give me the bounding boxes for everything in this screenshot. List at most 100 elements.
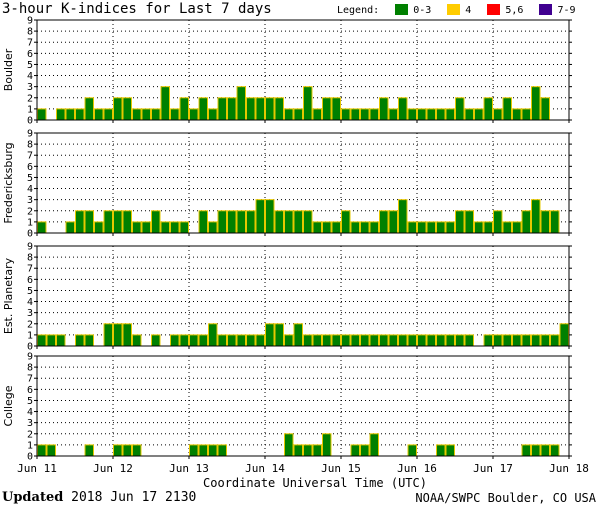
legend-swatch-7-9 [539,4,553,15]
k-bar [113,97,123,121]
k-bar [464,334,474,347]
k-bar [217,444,227,457]
k-bar [94,108,104,121]
k-bar [37,108,47,121]
k-bar [388,210,398,234]
k-bar [445,221,455,234]
k-bar [550,210,560,234]
y-tick-label: 3 [27,195,33,206]
k-bar [132,221,142,234]
k-bar [322,221,332,234]
k-bar [265,97,275,121]
y-tick-label: 3 [27,418,33,429]
k-bar [84,210,94,234]
k-bar [331,334,341,347]
y-tick-label: 2 [27,206,33,217]
x-tick-label: Jun 15 [321,462,361,475]
k-bar [170,221,180,234]
k-bar [512,221,522,234]
k-bar [388,334,398,347]
k-bar [341,108,351,121]
k-bar [151,334,161,347]
legend-swatch-5-6 [487,4,501,15]
k-bar [274,97,284,121]
k-bar [75,210,85,234]
y-tick-label: 5 [27,396,33,407]
k-bar [284,334,294,347]
k-bar [550,334,560,347]
x-tick-label: Jun 14 [245,462,285,475]
k-bar [369,221,379,234]
k-bar [113,444,123,457]
y-tick-label: 0 [27,342,33,353]
k-bar [474,221,484,234]
y-tick-label: 2 [27,429,33,440]
k-bar [369,108,379,121]
y-tick-label: 1 [27,440,33,451]
y-tick-label: 7 [27,38,33,49]
k-bar [303,86,313,121]
k-bar [217,97,227,121]
panel-frame [36,245,570,347]
k-bar [293,210,303,234]
k-bar [236,210,246,234]
k-bar [483,97,493,121]
k-bar [274,210,284,234]
k-bar [246,97,256,121]
k-bar [246,210,256,234]
k-bar [227,97,237,121]
k-bar [122,323,132,347]
k-bar [512,334,522,347]
k-bar [312,221,322,234]
k-bar [113,323,123,347]
k-bar [379,334,389,347]
k-bar [398,97,408,121]
k-bar [502,334,512,347]
k-bar [265,323,275,347]
y-tick-label: 5 [27,60,33,71]
k-bar [160,86,170,121]
k-bar [293,323,303,347]
x-tick-label: Jun 17 [473,462,513,475]
k-bar [312,334,322,347]
k-bar [483,334,493,347]
k-bar [198,444,208,457]
y-tick-label: 1 [27,330,33,341]
y-tick-label: 3 [27,308,33,319]
chart-title: 3-hour K-indices for Last 7 days [2,1,272,17]
k-bar [322,433,332,457]
k-bar [502,97,512,121]
y-tick-label: 2 [27,93,33,104]
k-bar [379,97,389,121]
k-bar [293,444,303,457]
k-bar [350,108,360,121]
k-bar [436,108,446,121]
x-tick-label: Jun 12 [93,462,133,475]
k-bar [455,334,465,347]
k-bar [540,210,550,234]
k-bar [521,210,531,234]
k-bar [255,199,265,234]
k-bar [417,108,427,121]
k-bar [217,210,227,234]
k-bar [170,334,180,347]
k-bar [132,334,142,347]
x-axis-title: Coordinate Universal Time (UTC) [203,476,427,490]
k-bar [436,444,446,457]
y-tick-label: 1 [27,217,33,228]
k-bar [331,97,341,121]
y-tick-label: 9 [27,16,33,27]
y-tick-label: 6 [27,385,33,396]
k-bar [46,444,56,457]
k-bar [388,108,398,121]
panel-label: Boulder [2,48,15,91]
y-tick-label: 8 [27,140,33,151]
k-bar [531,199,541,234]
k-bar [360,221,370,234]
k-bar [122,210,132,234]
k-bar [103,323,113,347]
k-bar [255,97,265,121]
k-bar [483,221,493,234]
k-bar [369,433,379,457]
